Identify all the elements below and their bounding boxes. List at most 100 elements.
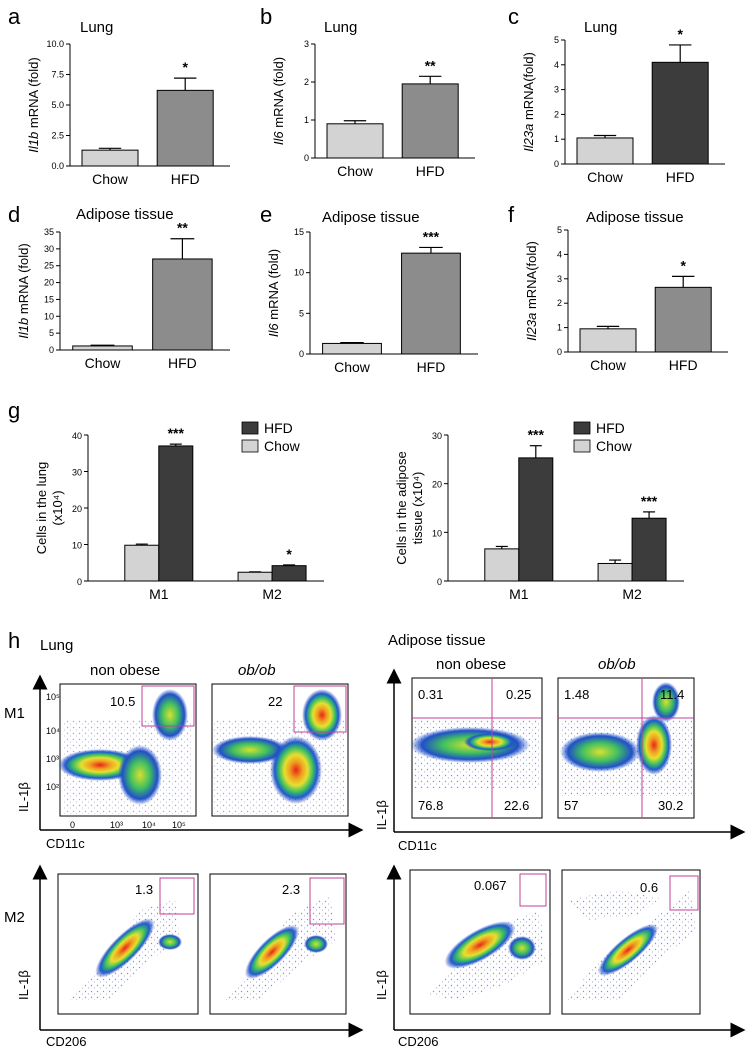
significance-mark: * [286,546,292,562]
flow-quad-ur: 11.4 [660,687,684,702]
flow-gate-adipose-m2-nonobese: 0.067 [474,878,507,893]
flow-quad-ul: 0.31 [418,687,443,702]
y-tick-label: 0 [557,347,562,357]
y-tick-label: 5 [49,328,54,338]
flow-tick-y: 10² [46,782,59,792]
y-tick-label: 4 [557,249,562,259]
legend-swatch-chow [241,439,259,453]
flow-xaxis-lung-m1: CD11c [46,836,85,851]
y-tick-label: 0 [437,577,442,587]
significance-mark: * [182,59,188,75]
category-label: HFD [666,169,695,185]
y-tick-label: 10 [72,541,82,551]
bar-chart-e: Adipose tissue 0 5 10 15 Il6 mRNA (fold) Chow H… [266,209,478,375]
category-label: M2 [262,586,282,602]
y-axis-label-gene: Il6 [266,323,281,338]
flow-tick-y: 10⁴ [46,726,60,736]
bar-hfd [152,258,213,351]
y-axis-label-unit: mRNA (fold) [271,57,286,131]
flow-panel: Lung Adipose tissue non obese ob/ob non … [4,632,746,1049]
bar-chow [72,345,133,351]
bar-chow [81,149,139,167]
flow-row-m1: M1 [4,705,25,722]
flow-col-adipose-obob: ob/ob [598,656,636,673]
legend-label-chow: Chow [596,438,633,454]
bar-hfd [401,252,461,355]
bar-chow [576,137,634,165]
significance-mark: ** [425,57,436,73]
bar-hfd [651,61,709,165]
significance-mark: ** [177,220,188,236]
flow-gate-lung-m1-nonobese: 10.5 [110,694,135,709]
y-axis-label-unit: mRNA (fold) [26,57,41,131]
bar-hfd [518,457,554,582]
bar-hfd [158,445,194,582]
y-axis-label: Il23a mRNA(fold) [521,52,536,152]
legend-swatch-hfd [241,421,259,435]
flow-yaxis-lung-m2: IL-1β [16,970,31,1000]
y-tick-label: 20 [432,480,442,490]
bar-charts: Lung 0.0 2.5 5.0 7.5 10.0 Il1b mRNA (fold) Chow… [16,19,728,375]
flow-plot-lung-m1-obob: 22 [211,683,349,817]
y-tick-label: 2.5 [51,131,64,141]
bar-hfd [654,286,712,353]
y-tick-label: 35 [44,227,54,237]
flow-lung-title: Lung [40,637,73,654]
y-tick-label: 5 [554,35,559,45]
bar-chow [597,562,633,582]
y-axis-label: Cells in the lung [34,462,49,555]
y-tick-label: 2 [304,77,309,87]
y-axis-label-gene: Il1b [16,318,31,339]
category-label: HFD [416,163,445,179]
panel-label-b: b [260,4,272,29]
flow-quad-ur: 0.25 [506,687,531,702]
panel-label-g: g [8,398,20,423]
flow-quad-lr: 30.2 [658,798,683,813]
y-axis-label-unit: (x10⁴) [50,490,65,525]
significance-mark: *** [641,493,658,509]
legend-swatch-chow [573,439,591,453]
y-tick-label: 4 [554,60,559,70]
flow-col-lung-nonobese: non obese [90,662,160,679]
y-axis-label-gene: Il23a [521,124,536,152]
y-tick-label: 3 [557,274,562,284]
y-axis-label-unit: mRNA (fold) [16,243,31,317]
flow-col-adipose-nonobese: non obese [436,656,506,673]
legend-swatch-hfd [573,421,591,435]
y-tick-label: 3 [304,39,309,49]
y-tick-label: 10.0 [46,39,64,49]
y-tick-label: 15 [44,294,54,304]
grouped-chart-g1: 0 10 20 30 40 Cells in the lung (x10⁴) *** M1 * M2… [34,420,324,602]
y-axis-label: Il6 mRNA (fold) [271,57,286,145]
y-axis-label: Cells in the adipose [394,451,409,564]
category-label: HFD [168,355,197,371]
y-tick-label: 0 [299,349,304,359]
bar-hfd [631,517,667,582]
y-tick-label: 10 [432,528,442,538]
panel-label-h: h [8,628,20,653]
y-tick-label: 10 [294,268,304,278]
y-tick-label: 20 [44,278,54,288]
flow-gate-lung-m2-obob: 2.3 [282,882,300,897]
y-tick-label: 5.0 [51,100,64,110]
y-axis-label-unit: mRNA(fold) [524,241,539,313]
bar-chart-c: Lung 0 1 2 3 4 5 Il23a mRNA(fold) Chow HFD * [521,19,725,185]
flow-plot-adipose-m2-obob: 0.6 [561,869,701,1015]
y-tick-label: 5 [299,308,304,318]
bar-chow [237,571,273,582]
y-tick-label: 0.0 [51,161,64,171]
chart-title-b: Lung [324,19,357,36]
y-tick-label: 15 [294,227,304,237]
category-label: Chow [85,355,122,371]
y-tick-label: 2 [554,109,559,119]
bar-chow [484,548,520,582]
category-label: Chow [587,169,624,185]
y-tick-label: 40 [72,431,82,441]
flow-plot-lung-m2-obob: 2.3 [209,873,347,1015]
bar-chart-a: Lung 0.0 2.5 5.0 7.5 10.0 Il1b mRNA (fold) Chow… [26,19,230,187]
flow-quad-lr: 22.6 [504,798,529,813]
legend-label-chow: Chow [264,438,301,454]
flow-xaxis-adipose-m1: CD11c [398,838,437,853]
y-axis-label: Il23a mRNA(fold) [524,241,539,341]
